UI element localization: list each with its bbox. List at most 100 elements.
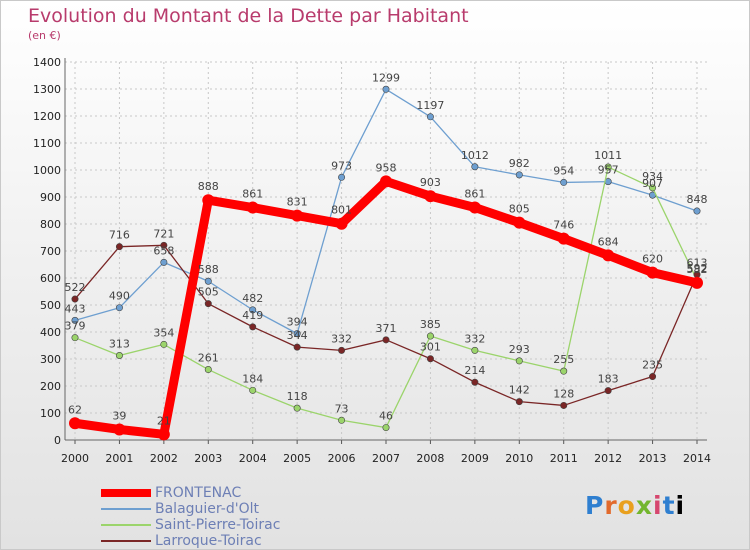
- x-tick-label: 2013: [639, 452, 667, 465]
- data-point-larroque-toirac: [560, 401, 568, 409]
- data-label-saint-pierre-toirac: 354: [153, 326, 174, 339]
- data-label-larroque-toirac: 522: [65, 281, 86, 294]
- data-label-saint-pierre-toirac: 332: [464, 332, 485, 345]
- y-tick-label: 600: [40, 272, 61, 285]
- data-label-saint-pierre-toirac: 592: [687, 262, 708, 275]
- data-point-larroque-toirac: [426, 355, 434, 363]
- data-point-frontenac: [291, 209, 304, 222]
- data-label-frontenac: 39: [112, 409, 126, 422]
- data-point-larroque-toirac: [338, 346, 346, 354]
- x-tick-label: 2003: [194, 452, 222, 465]
- y-tick-label: 1300: [33, 83, 61, 96]
- data-label-saint-pierre-toirac: 46: [379, 410, 393, 423]
- data-point-frontenac: [468, 201, 481, 214]
- data-point-saint-pierre-toirac: [249, 386, 257, 394]
- data-point-saint-pierre-toirac: [115, 351, 123, 359]
- y-tick-label: 700: [40, 245, 61, 258]
- data-point-balaguier-d-olt: [382, 85, 390, 93]
- data-label-larroque-toirac: 214: [464, 364, 485, 377]
- data-point-larroque-toirac: [293, 343, 301, 351]
- data-point-balaguier-d-olt: [293, 330, 301, 338]
- series-line-balaguier-d-olt: [74, 88, 698, 335]
- x-tick-label: 2010: [505, 452, 533, 465]
- data-label-larroque-toirac: 332: [331, 332, 352, 345]
- data-point-frontenac: [602, 249, 615, 262]
- data-label-balaguier-d-olt: 973: [331, 159, 352, 172]
- data-point-saint-pierre-toirac: [71, 334, 79, 342]
- legend-label: Balaguier-d'Olt: [155, 501, 259, 517]
- data-label-saint-pierre-toirac: 385: [420, 318, 441, 331]
- data-label-frontenac: 861: [464, 188, 485, 201]
- data-point-frontenac: [646, 266, 659, 279]
- chart-legend: FRONTENAC Balaguier-d'Olt Saint-Pierre-Toi…: [101, 485, 280, 549]
- data-label-balaguier-d-olt: 443: [65, 302, 86, 315]
- data-label-larroque-toirac: 301: [420, 341, 441, 354]
- data-label-saint-pierre-toirac: 73: [335, 402, 349, 415]
- y-tick-label: 1400: [33, 56, 61, 69]
- x-tick-label: 2012: [594, 452, 622, 465]
- legend-item-saint-pierre-toirac: Saint-Pierre-Toirac: [101, 517, 280, 533]
- data-point-balaguier-d-olt: [249, 306, 257, 314]
- data-label-balaguier-d-olt: 1197: [416, 99, 444, 112]
- data-point-larroque-toirac: [471, 378, 479, 386]
- data-point-frontenac: [380, 175, 392, 188]
- data-label-balaguier-d-olt: 658: [153, 244, 174, 257]
- x-tick-label: 2014: [683, 452, 711, 465]
- data-point-frontenac: [691, 276, 703, 289]
- data-point-saint-pierre-toirac: [604, 163, 612, 171]
- data-label-balaguier-d-olt: 1012: [461, 149, 489, 162]
- data-label-saint-pierre-toirac: 261: [198, 352, 219, 365]
- x-tick-label: 2009: [461, 452, 489, 465]
- data-label-frontenac: 620: [642, 253, 663, 266]
- data-point-saint-pierre-toirac: [160, 340, 168, 348]
- legend-swatch: [101, 524, 151, 526]
- data-point-frontenac: [513, 216, 526, 229]
- proxiti-logo: Proxiti: [585, 491, 686, 520]
- data-label-frontenac: 861: [242, 188, 263, 201]
- chart-subtitle: (en €): [28, 29, 61, 42]
- data-point-saint-pierre-toirac: [293, 404, 301, 412]
- data-label-frontenac: 684: [598, 235, 619, 248]
- data-label-larroque-toirac: 142: [509, 384, 530, 397]
- data-point-larroque-toirac: [604, 387, 612, 395]
- data-point-frontenac: [202, 194, 215, 207]
- y-tick-label: 0: [54, 434, 61, 447]
- data-point-frontenac: [246, 201, 259, 214]
- data-label-saint-pierre-toirac: 379: [65, 320, 86, 333]
- data-label-frontenac: 958: [376, 161, 397, 174]
- data-label-larroque-toirac: 721: [153, 227, 174, 240]
- data-point-balaguier-d-olt: [693, 207, 701, 215]
- data-label-saint-pierre-toirac: 934: [642, 170, 663, 183]
- data-label-saint-pierre-toirac: 313: [109, 337, 130, 350]
- data-point-balaguier-d-olt: [515, 171, 523, 179]
- data-point-larroque-toirac: [71, 295, 79, 303]
- data-point-saint-pierre-toirac: [560, 367, 568, 375]
- data-label-frontenac: 888: [198, 180, 219, 193]
- data-point-balaguier-d-olt: [115, 304, 123, 312]
- data-label-balaguier-d-olt: 848: [687, 193, 708, 206]
- data-label-frontenac: 903: [420, 176, 441, 189]
- data-point-frontenac: [335, 217, 348, 230]
- data-label-balaguier-d-olt: 982: [509, 157, 530, 170]
- data-point-larroque-toirac: [649, 373, 657, 381]
- data-label-frontenac: 805: [509, 203, 530, 216]
- data-label-frontenac: 62: [68, 403, 82, 416]
- y-tick-label: 800: [40, 218, 61, 231]
- data-point-balaguier-d-olt: [560, 178, 568, 186]
- data-label-larroque-toirac: 419: [242, 309, 263, 322]
- data-point-larroque-toirac: [515, 398, 523, 406]
- data-point-frontenac: [157, 428, 170, 441]
- data-label-balaguier-d-olt: 1299: [372, 71, 400, 84]
- x-tick-label: 2008: [416, 452, 444, 465]
- data-point-saint-pierre-toirac: [515, 357, 523, 365]
- y-tick-label: 1200: [33, 110, 61, 123]
- x-tick-label: 2007: [372, 452, 400, 465]
- data-point-balaguier-d-olt: [71, 316, 79, 324]
- data-label-saint-pierre-toirac: 1011: [594, 149, 622, 162]
- legend-label: Larroque-Toirac: [155, 533, 262, 549]
- x-tick-label: 2004: [239, 452, 267, 465]
- x-tick-label: 2011: [550, 452, 578, 465]
- data-point-frontenac: [69, 417, 81, 430]
